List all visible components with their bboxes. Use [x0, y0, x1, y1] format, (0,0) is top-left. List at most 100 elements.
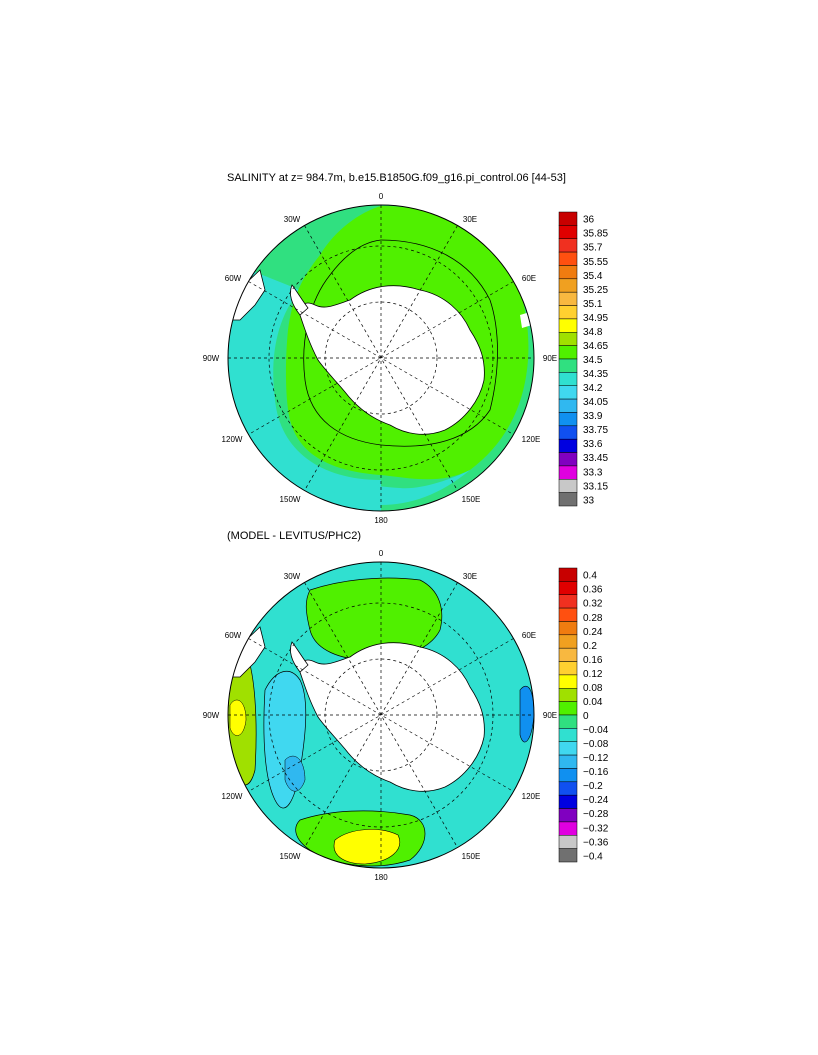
colorbar-tick-label: 35.4 [583, 271, 603, 282]
colorbar-tick-label: 33 [583, 495, 595, 506]
lon-label-120w: 120W [222, 435, 243, 444]
colorbar-swatch [558, 647, 578, 662]
lon-label-150w: 150W [280, 495, 301, 504]
colorbar-tick-label: −0.04 [583, 725, 609, 736]
salinity-map [228, 205, 534, 511]
colorbar-tick-label: 35.85 [583, 229, 608, 240]
lon-label-150e: 150E [462, 495, 481, 504]
colorbar-tick-label: 33.6 [583, 439, 603, 450]
colorbar-tick-label: −0.28 [583, 809, 609, 820]
colorbar-tick-label: 0.32 [583, 599, 603, 610]
longitude-labels: 0 30E 60E 90E 120E 150E 180 150W 120W 90… [203, 549, 557, 882]
colorbar-tick-label: −0.32 [583, 823, 609, 834]
colorbar-swatch [558, 728, 578, 742]
lon-label-60e: 60E [522, 631, 536, 640]
colorbar-tick-label: 0.08 [583, 683, 603, 694]
south-america-land [228, 269, 266, 321]
colorbar-swatch [558, 492, 578, 507]
lon-label-120w: 120W [222, 792, 243, 801]
lon-label-30e: 30E [463, 572, 477, 581]
colorbar-tick-label: 0.36 [583, 585, 603, 596]
longitude-labels: 0 30E 60E 90E 120E 150E 180 150W 120W 90… [203, 192, 557, 525]
colorbar-tick-label: 34.05 [583, 397, 608, 408]
lon-label-60w: 60W [225, 631, 242, 640]
lon-label-30w: 30W [284, 572, 301, 581]
colorbar-tick-label: 34.95 [583, 313, 608, 324]
graticule [228, 205, 534, 511]
lon-label-90w: 90W [203, 354, 220, 363]
difference-map [228, 562, 534, 868]
colorbar-swatch [558, 741, 578, 756]
colorbar-tick-label: 33.15 [583, 481, 608, 492]
lon-label-90e: 90E [543, 354, 557, 363]
colorbar-swatch [558, 754, 578, 769]
colorbar-swatch [558, 848, 578, 863]
colorbar-tick-label: −0.24 [583, 795, 609, 806]
lon-label-180: 180 [374, 516, 388, 525]
lon-label-120e: 120E [522, 792, 541, 801]
colorbar-tick-label: 33.9 [583, 411, 603, 422]
map-border [227, 561, 535, 869]
lon-label-150w: 150W [280, 852, 301, 861]
colorbar-swatch [558, 768, 578, 783]
lon-label-120e: 120E [522, 435, 541, 444]
colorbar-tick-label: 33.3 [583, 467, 603, 478]
antarctic-peninsula [290, 641, 309, 673]
salinity-band-south [300, 470, 470, 505]
colorbar-swatch [558, 808, 578, 823]
colorbar-swatch [558, 821, 578, 836]
lon-label-90e: 90E [543, 711, 557, 720]
colorbar-swatch [558, 714, 578, 729]
colorbar-tick-label: 35.25 [583, 285, 608, 296]
colorbar-tick-label: 34.8 [583, 327, 603, 338]
colorbar-tick-label: −0.08 [583, 739, 609, 750]
colorbar-tick-label: 34.2 [583, 383, 603, 394]
colorbar-tick-label: 35.55 [583, 257, 608, 268]
colorbar-swatch [558, 661, 578, 676]
colorbar-tick-label: −0.16 [583, 767, 609, 778]
colorbar-swatch [558, 674, 578, 689]
lon-label-90w: 90W [203, 711, 220, 720]
colorbar-tick-label: 36 [583, 215, 595, 226]
colorbar-tick-label: 33.75 [583, 425, 608, 436]
colorbar-swatch [558, 835, 578, 849]
plot-title: SALINITY at z= 984.7m, b.e15.B1850G.f09_… [227, 172, 566, 184]
south-america-land [228, 626, 266, 678]
colorbar-swatch [558, 621, 578, 636]
colorbar-tick-label: 0.28 [583, 613, 603, 624]
colorbar-tick-label: 0.16 [583, 655, 603, 666]
colorbar-tick-label: 33.45 [583, 453, 608, 464]
colorbar-tick-label: −0.4 [583, 851, 603, 862]
colorbar-tick-label: −0.12 [583, 753, 609, 764]
colorbar-swatch [558, 781, 578, 796]
lon-label-60e: 60E [522, 274, 536, 283]
antarctic-peninsula [290, 284, 309, 316]
colorbar-tick-label: 35.1 [583, 299, 603, 310]
salinity-band-cyan [228, 270, 381, 511]
colorbar-swatch [558, 688, 578, 702]
colorbar-tick-label: −0.2 [583, 781, 603, 792]
colorbar-tick-label: −0.36 [583, 837, 609, 848]
lon-label-150e: 150E [462, 852, 481, 861]
lon-label-60w: 60W [225, 274, 242, 283]
graticule [228, 562, 534, 868]
lon-label-0: 0 [379, 192, 384, 201]
colorbar-swatch [558, 634, 578, 649]
colorbar-tick-label: 0.2 [583, 641, 597, 652]
lon-label-30w: 30W [284, 215, 301, 224]
lon-label-180: 180 [374, 873, 388, 882]
colorbar-swatch [558, 567, 578, 582]
lon-label-30e: 30E [463, 215, 477, 224]
colorbar-swatch [558, 607, 578, 622]
difference-colorbar: 0.4 0.36 0.32 0.28 0.24 0.2 0.16 0.12 0.08 0.04 0 −… [558, 567, 609, 863]
colorbar-swatch [558, 594, 578, 609]
map-border [227, 204, 535, 512]
salinity-colorbar: 36 35.85 35.7 35.55 35.4 35.25 35.1 34.95 34.8 34… [558, 211, 608, 507]
colorbar-tick-label: 0.4 [583, 571, 597, 582]
colorbar-swatch [558, 794, 578, 809]
colorbar-tick-label: 34.65 [583, 341, 608, 352]
colorbar-tick-label: 0.12 [583, 669, 603, 680]
colorbar-tick-label: 34.5 [583, 355, 603, 366]
